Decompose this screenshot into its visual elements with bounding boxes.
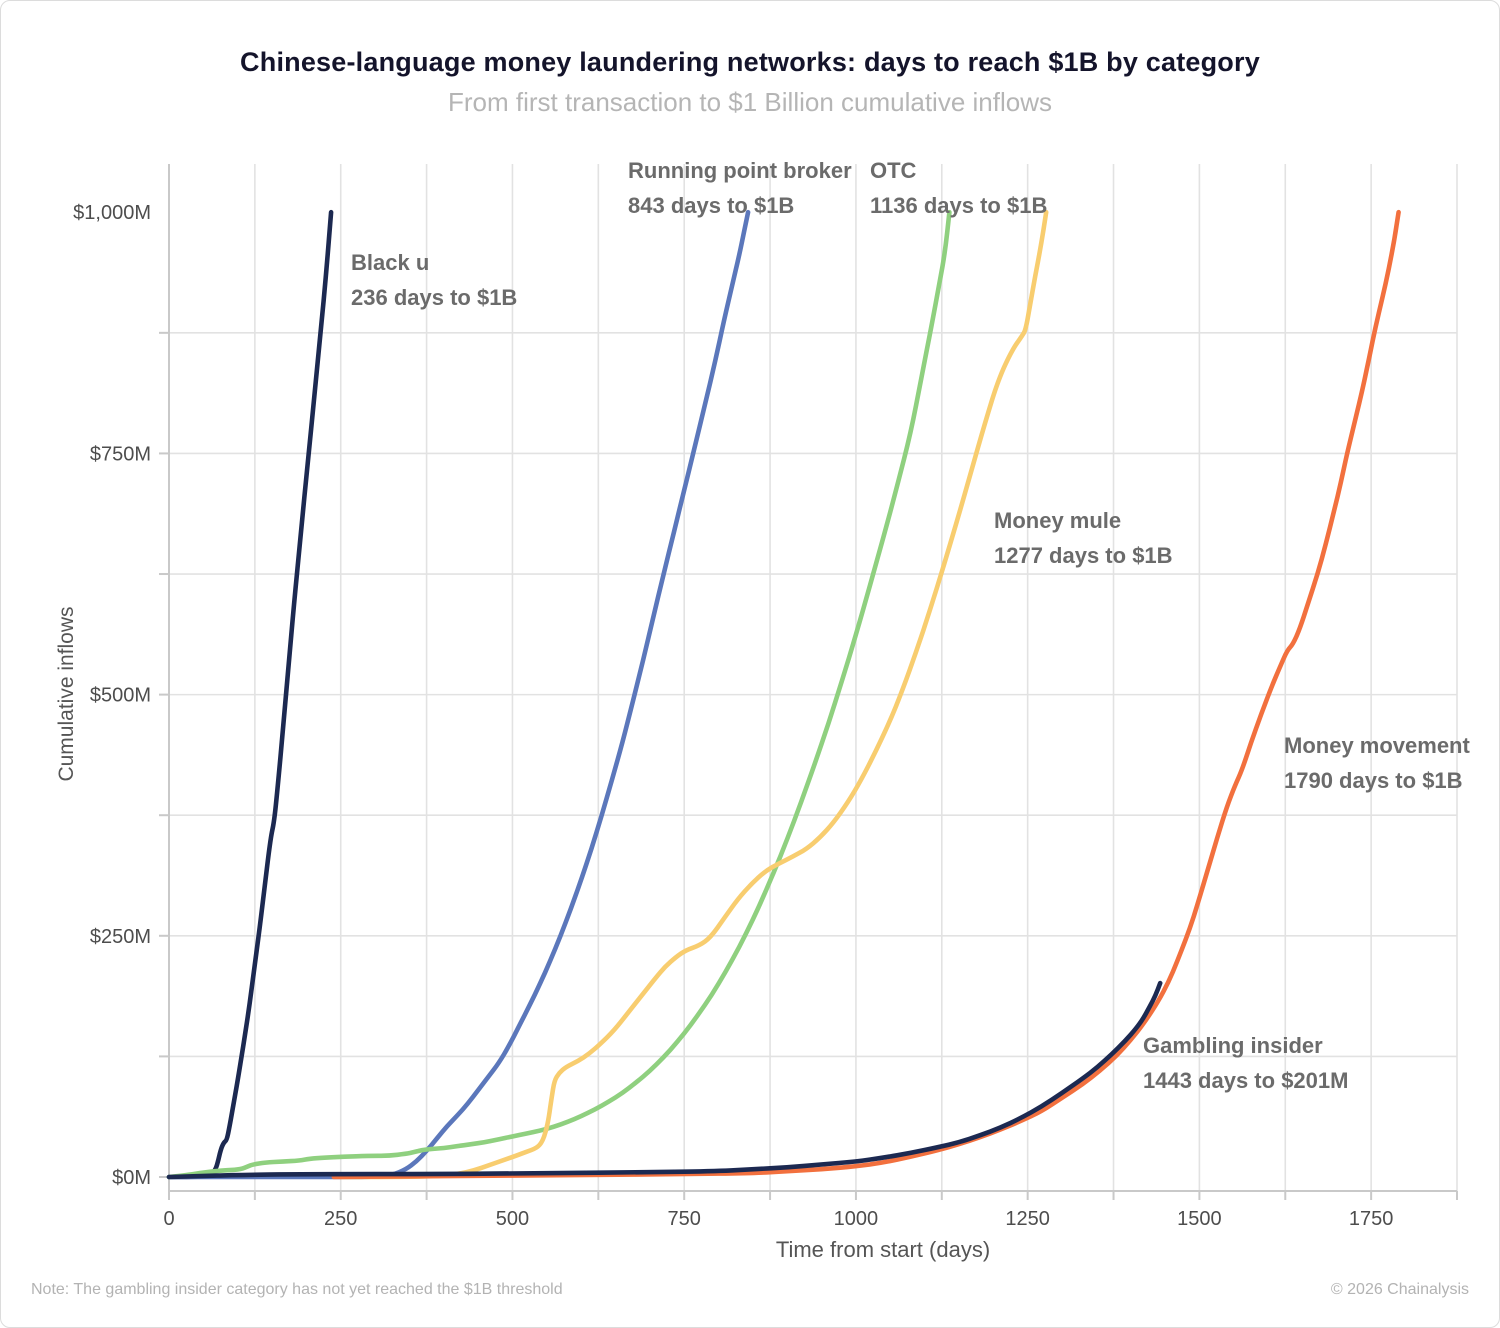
annotation-money-mule: Money mule 1277 days to $1B: [994, 503, 1173, 573]
footnote: Note: The gambling insider category has …: [31, 1281, 563, 1298]
annotation-series-detail: 843 days to $1B: [628, 193, 795, 218]
annotation-series-detail: 236 days to $1B: [351, 285, 518, 310]
x-tick-label: 500: [496, 1208, 529, 1230]
x-axis-title: Time from start (days): [775, 1237, 991, 1262]
chart-title: Chinese-language money laundering networ…: [240, 47, 1260, 77]
series-line-money-movement: [331, 209, 1401, 1180]
annotation-series-detail: 1790 days to $1B: [1284, 768, 1463, 793]
x-tick-label: 1750: [1349, 1208, 1394, 1230]
x-tick-label: 750: [668, 1208, 701, 1230]
annotation-series-name: Gambling insider: [1143, 1033, 1323, 1058]
annotation-series-detail: 1277 days to $1B: [994, 543, 1173, 568]
annotation-series-name: Running point broker: [628, 158, 852, 183]
y-tick-label: $250M: [90, 926, 151, 948]
annotation-money-movement: Money movement 1790 days to $1B: [1284, 728, 1470, 798]
annotation-series-detail: 1443 days to $201M: [1143, 1068, 1349, 1093]
annotation-series-name: Money mule: [994, 508, 1122, 533]
copyright: © 2026 Chainalysis: [1330, 1281, 1469, 1298]
y-tick-label: $1,000M: [73, 202, 151, 224]
chart-subtitle: From first transaction to $1 Billion cum…: [447, 87, 1052, 117]
annotation-running-point-broker: Running point broker 843 days to $1B: [628, 153, 852, 223]
annotation-black-u: Black u 236 days to $1B: [351, 245, 517, 315]
y-axis-title: Cumulative inflows: [55, 606, 78, 782]
annotation-series-name: Black u: [351, 250, 430, 275]
annotation-series-detail: 1136 days to $1B: [870, 193, 1048, 218]
annotation-gambling-insider: Gambling insider 1443 days to $201M: [1143, 1028, 1348, 1098]
x-tick-label: 0: [163, 1208, 174, 1230]
series-line-black-u: [166, 209, 334, 1180]
annotation-otc: OTC 1136 days to $1B: [870, 153, 1047, 223]
series-line-otc: [166, 209, 952, 1180]
y-tick-label: $750M: [90, 443, 151, 465]
y-tick-label: $0M: [112, 1167, 151, 1189]
annotation-series-name: Money movement: [1284, 733, 1470, 758]
x-tick-label: 1000: [834, 1208, 879, 1230]
series-line-gambling-insider: [166, 980, 1163, 1180]
series-line-money-mule: [338, 209, 1049, 1180]
x-tick-label: 250: [324, 1208, 357, 1230]
x-tick-label: 1250: [1005, 1208, 1050, 1230]
annotation-series-name: OTC: [870, 158, 917, 183]
x-tick-label: 1500: [1177, 1208, 1222, 1230]
y-tick-label: $500M: [90, 685, 151, 707]
